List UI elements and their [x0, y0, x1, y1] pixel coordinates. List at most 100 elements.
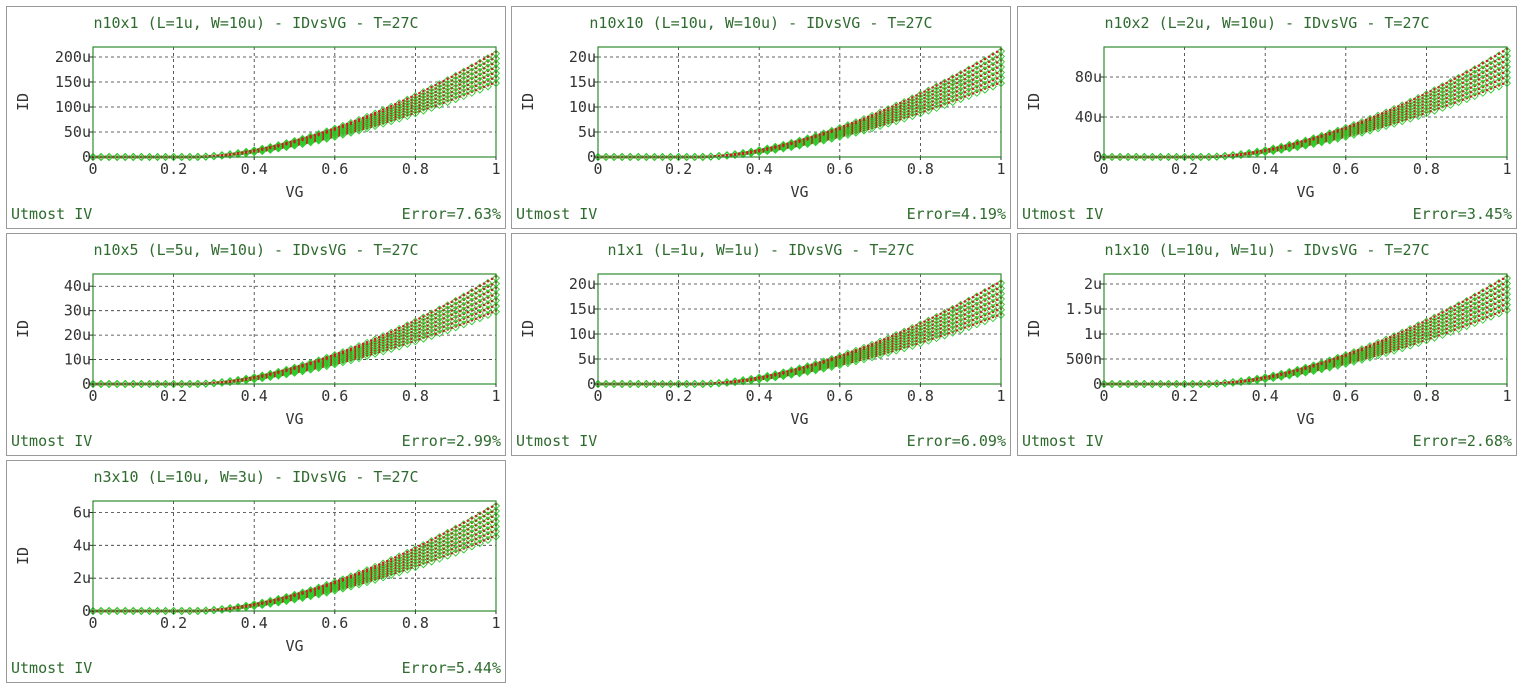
measured-point: [1357, 117, 1366, 127]
measured-point: [843, 122, 852, 131]
measured-point: [282, 139, 291, 148]
simulated-point: [1453, 77, 1456, 81]
measured-point: [330, 352, 339, 361]
measured-point: [1325, 130, 1334, 139]
measured-point: [129, 152, 138, 162]
measured-point: [330, 126, 339, 135]
simulated-point: [778, 144, 781, 147]
measured-point: [1341, 123, 1350, 132]
simulated-point: [1493, 70, 1497, 73]
simulated-point: [301, 137, 304, 140]
y-tick-label: 50u: [64, 123, 91, 141]
simulated-point: [1481, 62, 1485, 65]
simulated-point: [979, 84, 983, 87]
simulated-point: [321, 357, 324, 360]
simulated-point: [979, 315, 983, 319]
measured-point: [419, 88, 428, 97]
measured-point: [956, 325, 965, 334]
measured-point: [1430, 96, 1439, 105]
simulated-point: [248, 376, 252, 380]
measured-point: [787, 140, 796, 149]
measured-point: [1414, 97, 1423, 106]
measured-point: [290, 138, 299, 147]
measured-point: [298, 135, 307, 144]
chart-title: n10x1 (L=1u, W=10u) - IDvsVG - T=27C: [93, 14, 418, 32]
measured-point: [435, 329, 444, 338]
measured-point: [459, 292, 468, 301]
measured-point: [483, 289, 492, 298]
simulated-point: [474, 287, 478, 290]
chart-svg: n10x2 (L=2u, W=10u) - IDvsVG - T=27C040u…: [1022, 14, 1512, 223]
measured-point: [940, 100, 949, 110]
simulated-point: [434, 328, 437, 332]
simulated-point: [971, 83, 975, 86]
simulated-point: [971, 314, 975, 317]
measured-point: [940, 331, 949, 340]
measured-point: [618, 152, 627, 162]
simulated-point: [770, 146, 773, 149]
measured-point: [258, 144, 267, 153]
simulated-point: [1392, 106, 1396, 110]
simulated-point: [790, 141, 793, 144]
measured-point: [1188, 152, 1197, 162]
simulated-point: [963, 86, 966, 90]
y-tick-label: 20u: [569, 48, 596, 66]
measured-point: [330, 357, 339, 366]
measured-point: [483, 300, 492, 309]
measured-point: [330, 355, 339, 364]
simulated-point: [878, 110, 882, 114]
simulated-point: [1405, 101, 1408, 105]
measured-point: [948, 78, 957, 87]
simulated-point: [959, 71, 962, 74]
measured-point: [403, 336, 412, 345]
measured-point: [290, 363, 299, 372]
measured-point: [1164, 152, 1173, 162]
measured-point: [932, 334, 941, 343]
measured-point: [282, 367, 291, 376]
measured-point: [1462, 90, 1471, 99]
simulated-point: [979, 320, 983, 323]
chart-panel: n10x5 (L=5u, W=10u) - IDvsVG - T=27C 0 10u…: [6, 233, 506, 456]
measured-point: [1454, 89, 1463, 99]
measured-point: [1462, 82, 1471, 91]
error-label: Error=4.19%: [907, 205, 1006, 223]
measured-point: [443, 313, 452, 322]
measured-point: [948, 328, 957, 337]
simulated-point: [1493, 75, 1497, 79]
simulated-point: [947, 328, 950, 331]
measured-point: [932, 323, 941, 332]
y-axis-label: ID: [519, 93, 537, 111]
simulated-point: [1497, 84, 1501, 87]
x-tick-label: 0.4: [746, 160, 773, 178]
simulated-point: [305, 136, 308, 139]
simulated-point: [458, 309, 461, 313]
simulated-point: [882, 108, 886, 112]
simulated-point: [1380, 112, 1384, 115]
simulated-point: [442, 304, 445, 308]
simulated-point: [422, 89, 425, 93]
measured-point: [459, 315, 468, 324]
measured-point: [988, 51, 997, 60]
measured-point: [395, 336, 404, 345]
simulated-point: [1409, 99, 1412, 103]
measured-point: [185, 152, 194, 162]
simulated-point: [1461, 98, 1464, 101]
simulated-point: [1493, 65, 1497, 68]
simulated-point: [983, 57, 987, 61]
measured-point: [1446, 97, 1455, 106]
plot-frame: [92, 273, 497, 385]
simulated-point: [1312, 136, 1315, 140]
simulated-point: [1384, 110, 1388, 113]
measured-point: [964, 323, 973, 332]
measured-point: [843, 359, 852, 368]
simulated-point: [414, 93, 417, 97]
simulated-point: [406, 97, 409, 101]
measured-point: [1438, 100, 1447, 109]
measured-point: [419, 331, 428, 340]
measured-point: [714, 151, 723, 160]
simulated-point: [430, 311, 433, 314]
simulated-point: [466, 320, 470, 324]
simulated-point: [430, 85, 433, 89]
simulated-point: [232, 379, 236, 382]
simulated-point: [228, 379, 232, 383]
